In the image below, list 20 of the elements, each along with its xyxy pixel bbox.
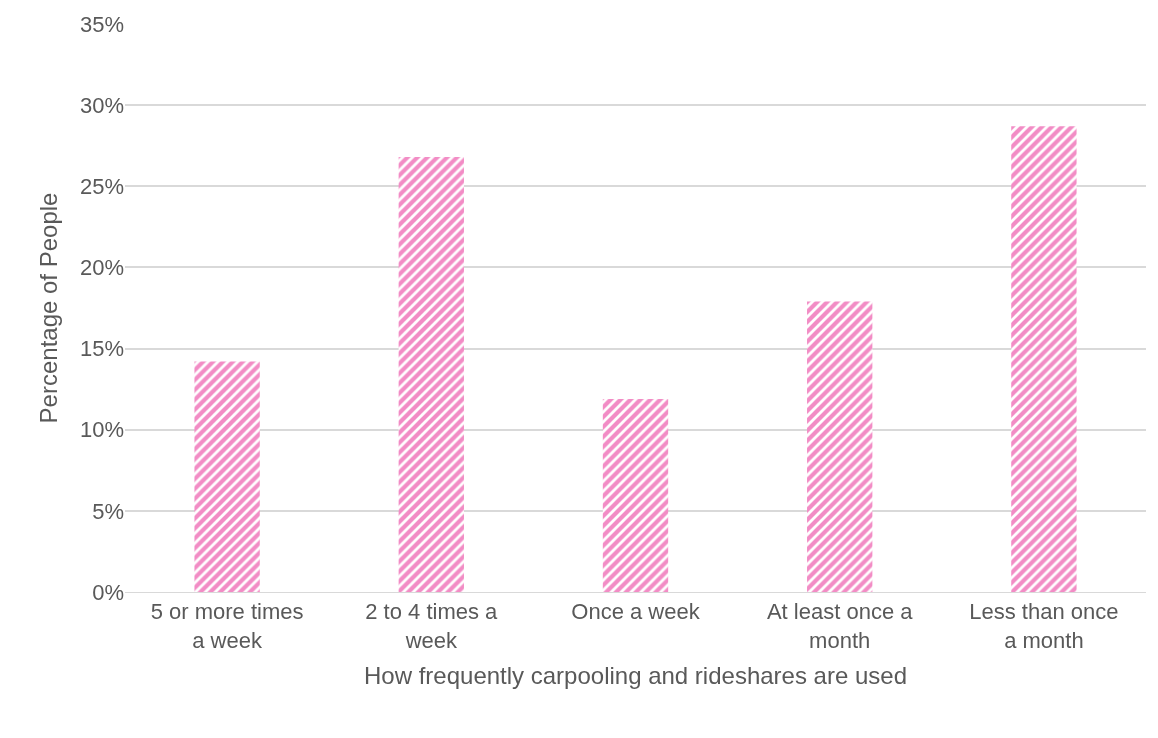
bar <box>398 157 464 592</box>
y-tick-label: 5% <box>92 498 124 524</box>
x-tick-label: At least once a month <box>766 599 914 653</box>
y-tick-label: 20% <box>79 255 124 281</box>
bar <box>1011 126 1077 592</box>
y-tick-label: 35% <box>79 11 124 37</box>
x-tick-label: Once a week <box>571 599 701 625</box>
y-tick-label: 30% <box>79 92 124 118</box>
x-axis-title: How frequently carpooling and rideshares are used <box>364 662 907 690</box>
y-tick-label: 0% <box>92 579 124 605</box>
y-tick-label: 25% <box>79 173 124 199</box>
x-tick-label: 2 to 4 times a week <box>365 599 499 653</box>
bar <box>194 361 260 592</box>
bar <box>807 301 873 592</box>
bar <box>602 398 669 592</box>
y-tick-label: 15% <box>79 336 124 362</box>
y-axis-title: Percentage of People <box>35 192 63 424</box>
x-tick-label: 5 or more times a week <box>150 599 304 653</box>
y-tick-label: 10% <box>79 417 124 443</box>
x-tick-label: Less than once a month <box>969 599 1119 653</box>
